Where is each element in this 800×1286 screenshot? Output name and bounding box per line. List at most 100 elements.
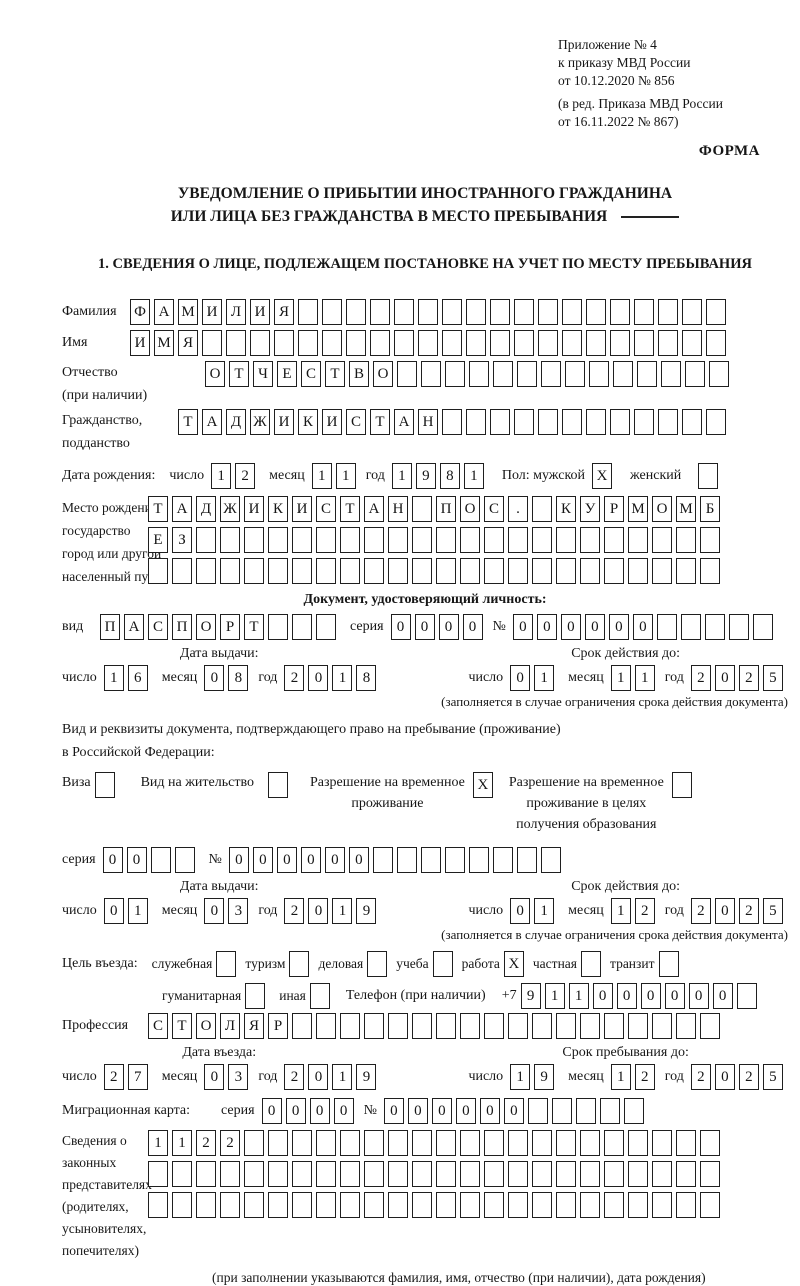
char-cell[interactable] <box>508 1192 528 1218</box>
char-cell[interactable] <box>580 558 600 584</box>
char-cell[interactable] <box>652 1130 672 1156</box>
char-cell[interactable] <box>388 1013 408 1039</box>
char-cell[interactable] <box>292 1013 312 1039</box>
char-cell[interactable]: Т <box>229 361 249 387</box>
char-cell[interactable]: 0 <box>285 1098 306 1124</box>
char-cell[interactable] <box>514 330 534 356</box>
char-cell[interactable]: X <box>592 463 613 489</box>
char-cell[interactable] <box>658 299 678 325</box>
char-cell[interactable]: Е <box>277 361 297 387</box>
char-cell[interactable] <box>412 527 432 553</box>
char-cell[interactable]: 8 <box>356 665 377 691</box>
char-cell[interactable] <box>658 330 678 356</box>
char-cell[interactable] <box>652 558 672 584</box>
char-cell[interactable]: Л <box>220 1013 240 1039</box>
char-cell[interactable] <box>364 1130 384 1156</box>
char-cell[interactable]: 1 <box>634 665 655 691</box>
char-cell[interactable]: 0 <box>479 1098 500 1124</box>
char-cell[interactable] <box>460 1130 480 1156</box>
char-cell[interactable] <box>216 951 237 977</box>
char-cell[interactable]: Ж <box>250 409 270 435</box>
char-cell[interactable] <box>484 527 504 553</box>
char-cell[interactable]: Б <box>700 496 720 522</box>
char-cell[interactable] <box>658 951 679 977</box>
char-cell[interactable] <box>316 1192 336 1218</box>
char-cell[interactable]: Я <box>274 299 294 325</box>
char-cell[interactable]: А <box>202 409 222 435</box>
char-cell[interactable] <box>676 1161 696 1187</box>
char-cell[interactable] <box>652 1161 672 1187</box>
char-cell[interactable]: 1 <box>103 665 124 691</box>
char-cell[interactable]: 0 <box>688 983 709 1009</box>
char-cell[interactable] <box>634 330 654 356</box>
char-cell[interactable]: 0 <box>560 614 581 640</box>
char-cell[interactable]: 0 <box>664 983 685 1009</box>
char-cell[interactable] <box>289 951 310 977</box>
char-cell[interactable]: 5 <box>762 1064 783 1090</box>
char-cell[interactable] <box>671 772 692 798</box>
char-cell[interactable]: 0 <box>204 665 225 691</box>
char-cell[interactable]: 9 <box>356 1064 377 1090</box>
char-cell[interactable]: Т <box>244 614 264 640</box>
char-cell[interactable] <box>490 330 510 356</box>
char-cell[interactable] <box>556 558 576 584</box>
char-cell[interactable] <box>202 330 222 356</box>
char-cell[interactable] <box>421 361 441 387</box>
char-cell[interactable] <box>268 1161 288 1187</box>
char-cell[interactable]: 0 <box>309 1098 330 1124</box>
char-cell[interactable] <box>148 1192 168 1218</box>
char-cell[interactable]: Р <box>604 496 624 522</box>
char-cell[interactable]: X <box>472 772 493 798</box>
char-cell[interactable] <box>484 558 504 584</box>
char-cell[interactable]: 0 <box>455 1098 476 1124</box>
char-cell[interactable] <box>613 361 633 387</box>
char-cell[interactable] <box>508 1161 528 1187</box>
char-cell[interactable] <box>220 1161 240 1187</box>
char-cell[interactable] <box>575 1098 596 1124</box>
char-cell[interactable] <box>706 330 726 356</box>
char-cell[interactable] <box>490 409 510 435</box>
char-cell[interactable]: 0 <box>348 847 369 873</box>
char-cell[interactable] <box>610 299 630 325</box>
char-cell[interactable] <box>490 299 510 325</box>
char-cell[interactable]: 1 <box>332 898 353 924</box>
char-cell[interactable]: Т <box>172 1013 192 1039</box>
char-cell[interactable]: 0 <box>510 665 531 691</box>
char-cell[interactable]: Д <box>226 409 246 435</box>
char-cell[interactable]: 0 <box>407 1098 428 1124</box>
char-cell[interactable] <box>508 558 528 584</box>
char-cell[interactable] <box>316 1161 336 1187</box>
char-cell[interactable] <box>484 1161 504 1187</box>
char-cell[interactable] <box>652 1013 672 1039</box>
char-cell[interactable] <box>580 527 600 553</box>
char-cell[interactable]: Р <box>268 1013 288 1039</box>
char-cell[interactable]: 5 <box>762 665 783 691</box>
char-cell[interactable] <box>364 527 384 553</box>
char-cell[interactable] <box>580 1161 600 1187</box>
char-cell[interactable]: А <box>364 496 384 522</box>
char-cell[interactable]: И <box>130 330 150 356</box>
char-cell[interactable]: 0 <box>714 898 735 924</box>
char-cell[interactable] <box>394 299 414 325</box>
char-cell[interactable] <box>316 1013 336 1039</box>
char-cell[interactable]: 1 <box>335 463 356 489</box>
char-cell[interactable]: 0 <box>126 847 147 873</box>
char-cell[interactable]: 0 <box>592 983 613 1009</box>
char-cell[interactable]: 0 <box>512 614 533 640</box>
char-cell[interactable] <box>468 847 489 873</box>
char-cell[interactable]: 3 <box>228 1064 249 1090</box>
char-cell[interactable]: 0 <box>252 847 273 873</box>
char-cell[interactable] <box>700 1013 720 1039</box>
char-cell[interactable] <box>364 1192 384 1218</box>
char-cell[interactable]: 3 <box>228 898 249 924</box>
char-cell[interactable] <box>517 361 537 387</box>
char-cell[interactable]: 1 <box>534 665 555 691</box>
char-cell[interactable]: А <box>124 614 144 640</box>
char-cell[interactable] <box>700 1161 720 1187</box>
char-cell[interactable] <box>322 330 342 356</box>
char-cell[interactable] <box>562 299 582 325</box>
char-cell[interactable] <box>514 299 534 325</box>
char-cell[interactable] <box>244 527 264 553</box>
char-cell[interactable] <box>586 330 606 356</box>
char-cell[interactable]: 0 <box>462 614 483 640</box>
